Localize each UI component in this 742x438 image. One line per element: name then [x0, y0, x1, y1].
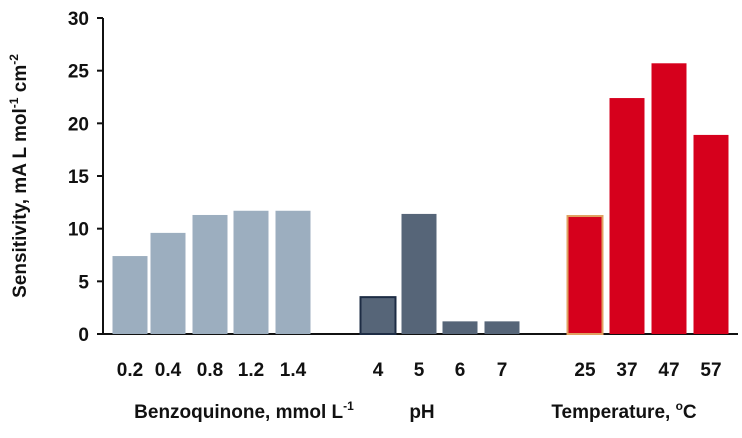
group-label: Temperature, oC: [551, 399, 697, 423]
x-category-label: 57: [700, 360, 721, 381]
x-category-label: 47: [658, 360, 679, 381]
bar: [233, 210, 269, 334]
x-category-label: 5: [414, 360, 425, 381]
bar: [609, 98, 645, 334]
x-category-label: 0.8: [197, 360, 223, 381]
x-category-label: 7: [497, 360, 508, 381]
y-axis-label: Sensitivity, mA L mol-1 cm-2: [7, 54, 31, 298]
y-tick-label: 15: [68, 167, 90, 188]
bar: [401, 213, 437, 334]
bar: [566, 215, 604, 336]
category-labels: 0.2 0.4 0.8 1.2 1.4 4 5 6 7 25 37 47 57: [117, 360, 722, 381]
bar: [484, 321, 520, 334]
bar: [275, 210, 311, 334]
y-tick-label: 5: [78, 272, 89, 293]
bar: [442, 321, 478, 334]
x-category-label: 1.4: [280, 360, 307, 381]
bar: [192, 214, 228, 334]
x-category-label: 4: [373, 360, 384, 381]
y-tick-label: 25: [68, 62, 90, 83]
bar: [150, 232, 186, 334]
x-category-label: 1.2: [238, 360, 264, 381]
bar: [651, 63, 687, 334]
y-tick-label: 30: [68, 9, 89, 30]
y-ticks: 0 5 10 15 20 25 30: [68, 9, 103, 346]
x-category-label: 0.4: [155, 360, 182, 381]
x-category-label: 25: [574, 360, 596, 381]
bar: [112, 256, 148, 334]
y-tick-label: 20: [68, 114, 89, 135]
x-category-label: 0.2: [117, 360, 143, 381]
x-category-label: 37: [616, 360, 637, 381]
group-label: Benzoquinone, mmol L-1: [134, 399, 354, 423]
bars: [112, 63, 729, 336]
x-category-label: 6: [455, 360, 466, 381]
bar: [359, 296, 397, 335]
group-labels: Benzoquinone, mmol L-1 pH Temperature, oC: [134, 399, 697, 423]
y-tick-label: 0: [78, 325, 89, 346]
group-label: pH: [409, 402, 434, 423]
y-tick-label: 10: [68, 220, 89, 241]
bar: [693, 134, 729, 334]
